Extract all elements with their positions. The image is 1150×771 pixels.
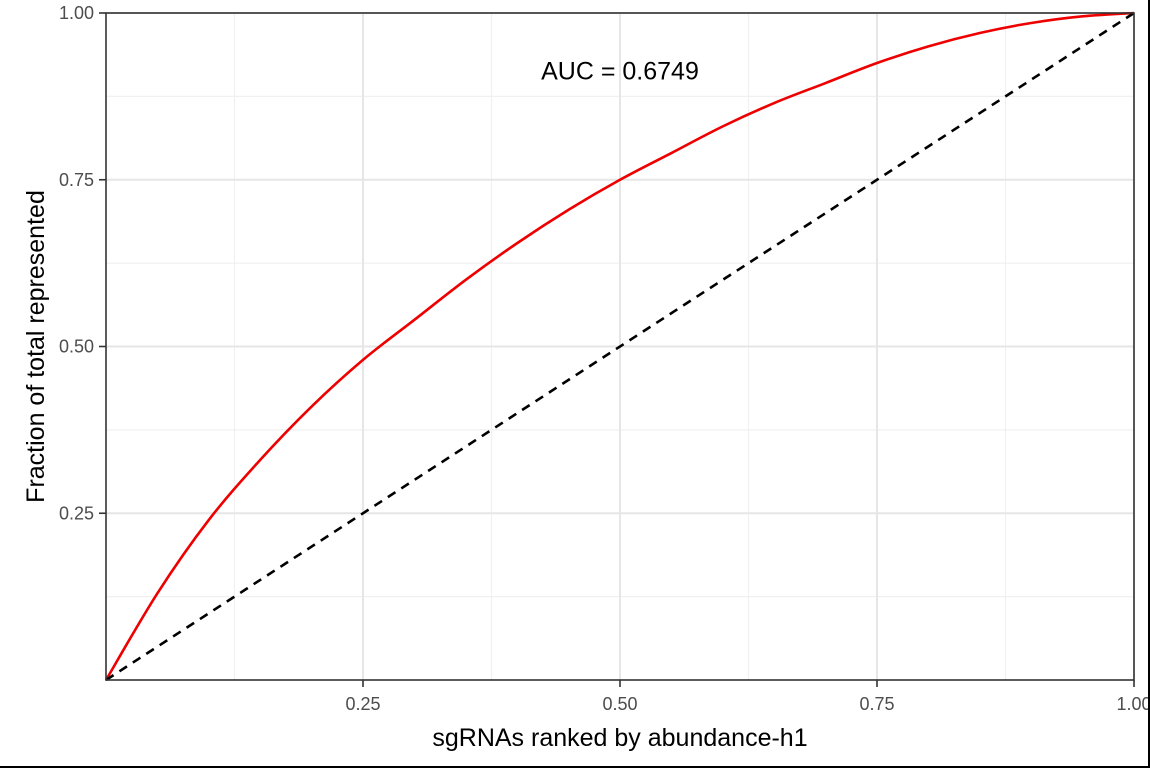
auc-annotation: AUC = 0.6749 (541, 58, 699, 86)
x-tick-label: 0.25 (345, 694, 380, 714)
x-axis-title: sgRNAs ranked by abundance-h1 (432, 724, 807, 752)
x-tick-label: 0.50 (602, 694, 637, 714)
auc-curve-line (104, 11, 1135, 681)
x-tick-label: 1.00 (1116, 694, 1148, 714)
series-group (104, 11, 1135, 682)
y-tick-label: 0.25 (59, 503, 94, 523)
y-axis-title: Fraction of total represented (22, 190, 50, 503)
axis-ticks: 0.25 0.50 0.75 1.00 0.25 0.50 0.75 1.00 (59, 3, 1150, 714)
reference-diagonal-line (105, 11, 1135, 682)
y-tick-label: 1.00 (59, 3, 94, 23)
y-tick-label: 0.50 (59, 337, 94, 357)
x-tick-label: 0.75 (859, 694, 894, 714)
y-tick-label: 0.75 (59, 170, 94, 190)
